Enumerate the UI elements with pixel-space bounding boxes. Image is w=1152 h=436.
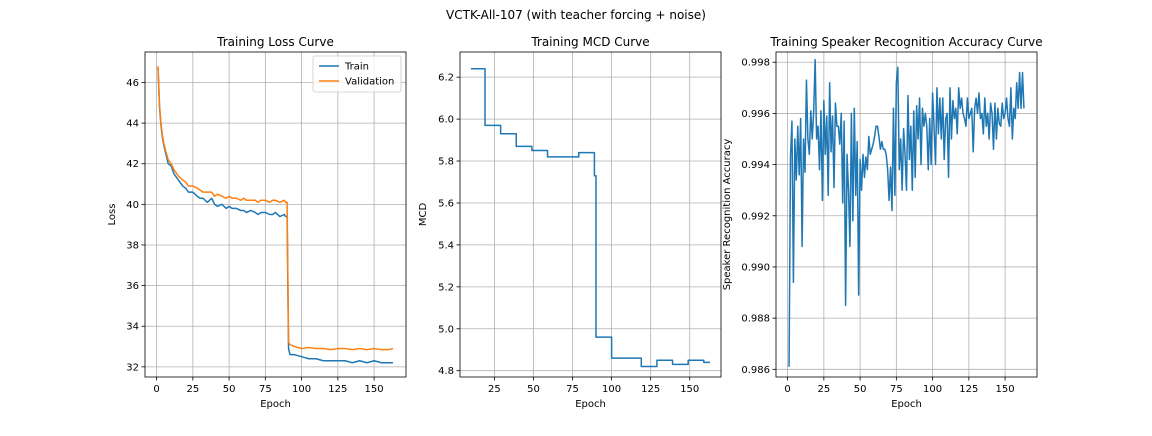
x-tick-label: 25	[488, 384, 501, 395]
y-tick-label: 40	[126, 200, 139, 211]
x-tick-label: 100	[292, 384, 311, 395]
x-tick-label: 125	[328, 384, 347, 395]
x-tick-label: 0	[153, 384, 159, 395]
y-tick-label: 0.998	[741, 58, 770, 69]
y-tick-label: 6.0	[438, 115, 454, 126]
x-tick-label: 50	[223, 384, 236, 395]
x-tick-label: 150	[365, 384, 384, 395]
series-line-train	[157, 68, 393, 364]
axes-frame	[144, 51, 407, 378]
x-tick-label: 75	[566, 384, 579, 395]
x-tick-label: 50	[527, 384, 540, 395]
x-tick-label: 25	[817, 384, 830, 395]
legend-box	[312, 55, 402, 93]
y-tick-label: 0.994	[741, 160, 770, 171]
y-axis-label: Speaker Recognition Accuracy	[722, 139, 733, 291]
y-tick-label: 5.6	[438, 198, 454, 209]
series-line-validation	[157, 66, 394, 351]
x-axis-label: Epoch	[260, 399, 291, 410]
y-tick-label: 38	[126, 240, 139, 251]
y-tick-label: 0.992	[741, 211, 770, 222]
y-tick-label: 0.986	[741, 365, 770, 376]
x-axis-label: Epoch	[575, 399, 606, 410]
y-axis-label: Loss	[107, 204, 118, 226]
y-tick-label: 0.996	[741, 109, 770, 120]
y-axis-label: MCD	[418, 203, 429, 227]
x-tick-label: 100	[923, 384, 942, 395]
x-tick-label: 50	[854, 384, 867, 395]
y-tick-label: 42	[126, 159, 139, 170]
x-tick-label: 75	[259, 384, 272, 395]
loss-chart: 0 25 50 75 100 125 150 32 34 36 38 40 42 44 46 Training…	[107, 35, 407, 410]
y-tick-label: 46	[126, 78, 139, 89]
x-axis-label: Epoch	[891, 399, 922, 410]
y-tick-label: 34	[126, 322, 139, 333]
speaker-accuracy-chart: 0 25 50 75 100 125 150 0.986 0.988 0.990 0.992 0.99…	[722, 35, 1043, 410]
x-tick-label: 150	[680, 384, 699, 395]
axes-frame	[775, 51, 1038, 378]
legend-label-validation: Validation	[345, 77, 394, 88]
series-line-series-0	[470, 68, 711, 368]
y-tick-label: 5.2	[438, 282, 454, 293]
y-tick-label: 0.988	[741, 314, 770, 325]
chart-title: Training Loss Curve	[216, 35, 334, 49]
y-tick-label: 4.8	[438, 366, 454, 377]
x-tick-label: 100	[602, 384, 621, 395]
legend: Train Validation	[312, 55, 402, 93]
x-tick-label: 125	[641, 384, 660, 395]
y-tick-label: 32	[126, 362, 139, 373]
y-tick-label: 5.4	[438, 240, 454, 251]
series-line-series-0	[788, 58, 1025, 367]
x-tick-label: 125	[959, 384, 978, 395]
y-tick-label: 0.990	[741, 262, 770, 273]
legend-label-train: Train	[344, 62, 369, 73]
y-tick-label: 5.0	[438, 324, 454, 335]
x-tick-label: 75	[890, 384, 903, 395]
y-tick-label: 5.8	[438, 157, 454, 168]
y-tick-label: 6.2	[438, 73, 454, 84]
axes-frame	[459, 51, 722, 378]
mcd-chart: 25 50 75 100 125 150 4.8 5.0 5.2 5.4 5.6 5.8 6.0 6.2 T…	[418, 35, 722, 410]
chart-title: Training MCD Curve	[530, 35, 649, 49]
x-tick-label: 150	[996, 384, 1015, 395]
x-tick-label: 25	[186, 384, 199, 395]
figure-title: VCTK-All-107 (with teacher forcing + noi…	[446, 8, 706, 22]
chart-title: Training Speaker Recognition Accuracy Cu…	[769, 35, 1042, 49]
x-tick-label: 0	[784, 384, 790, 395]
y-tick-label: 44	[126, 119, 139, 130]
y-tick-label: 36	[126, 281, 139, 292]
